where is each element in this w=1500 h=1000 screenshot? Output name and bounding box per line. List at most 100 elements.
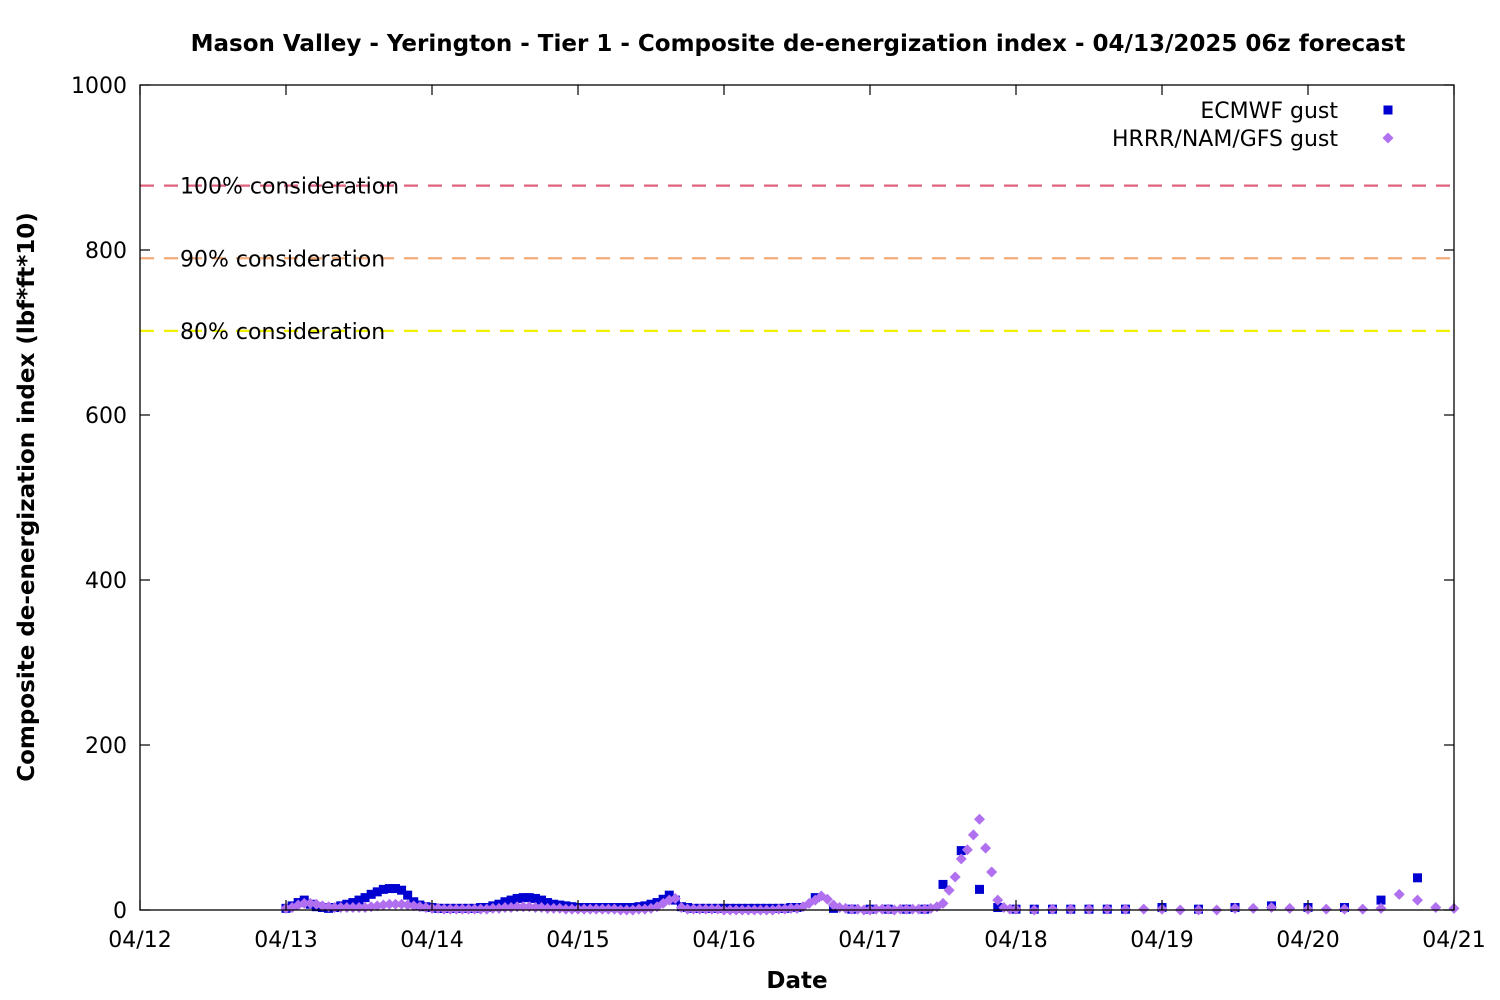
y-axis-label: Composite de-energization index (lbf*ft*… <box>14 212 40 782</box>
data-point-diamond <box>1120 903 1131 915</box>
data-point-diamond <box>590 903 602 915</box>
data-point-diamond <box>943 884 955 896</box>
threshold-label: 100% consideration <box>180 175 399 200</box>
y-tick-label: 0 <box>113 899 127 924</box>
data-point-square <box>938 879 948 889</box>
chart-title: Mason Valley - Yerington - Tier 1 - Comp… <box>191 31 1406 57</box>
data-point-diamond <box>450 903 462 915</box>
data-point-diamond <box>1393 888 1405 900</box>
data-point-diamond <box>821 893 833 905</box>
data-point-diamond <box>785 902 797 914</box>
data-point-diamond <box>1375 902 1387 914</box>
data-point-square <box>360 893 370 903</box>
data-point-diamond <box>870 903 882 915</box>
data-point-diamond <box>444 903 456 915</box>
data-point-square <box>518 893 528 903</box>
threshold-label: 80% consideration <box>180 320 385 345</box>
x-tick-label: 04/12 <box>108 928 171 953</box>
data-point-diamond <box>548 902 560 914</box>
x-tick-label: 04/18 <box>984 928 1047 953</box>
data-point-diamond <box>974 813 985 825</box>
data-point-diamond <box>967 829 979 841</box>
plot-frame <box>139 84 1455 911</box>
series-ecmwf <box>281 846 1422 914</box>
data-point-diamond <box>469 903 481 915</box>
data-point-diamond <box>566 903 578 915</box>
x-tick-label: 04/19 <box>1130 928 1193 953</box>
data-point-diamond <box>986 866 998 878</box>
data-point-diamond <box>1004 903 1016 915</box>
legend-entry-label: ECMWF gust <box>1200 99 1338 124</box>
axis-ticks: 0 200 400 600 800 1000 04/12 04/13 04/14 04/15 04/… <box>71 74 1486 953</box>
data-point-square <box>993 903 1003 913</box>
data-point-diamond <box>955 853 967 865</box>
data-point-diamond <box>1247 902 1259 914</box>
legend-entry-label: HRRR/NAM/GFS gust <box>1112 127 1338 152</box>
data-point-diamond <box>298 897 310 909</box>
data-point-diamond <box>1229 902 1241 914</box>
data-point-diamond <box>475 903 487 915</box>
data-point-diamond <box>456 903 468 915</box>
data-point-diamond <box>694 903 706 915</box>
x-axis-label: Date <box>766 968 827 994</box>
data-point-diamond <box>1083 903 1095 915</box>
data-point-diamond <box>980 842 992 854</box>
data-point-diamond <box>596 903 608 915</box>
data-point-diamond <box>1412 894 1423 906</box>
data-point-square <box>372 887 382 897</box>
data-point-square <box>512 893 522 903</box>
data-point-diamond <box>487 902 499 914</box>
x-tick-label: 04/15 <box>546 928 609 953</box>
data-point-diamond <box>1065 903 1077 915</box>
data-point-diamond <box>542 902 554 914</box>
x-tick-label: 04/17 <box>838 928 901 953</box>
x-tick-label: 04/21 <box>1422 928 1485 953</box>
x-tick-label: 04/16 <box>692 928 755 953</box>
data-point-diamond <box>773 903 785 915</box>
y-tick-label: 400 <box>85 569 127 594</box>
data-point-diamond <box>1284 902 1296 914</box>
legend-marker-diamond <box>1382 132 1394 144</box>
data-point-diamond <box>682 903 693 915</box>
data-point-diamond <box>992 894 1004 906</box>
data-point-square <box>956 846 966 856</box>
data-point-square <box>378 884 388 894</box>
data-point-diamond <box>937 897 949 909</box>
data-point-diamond <box>602 903 614 915</box>
data-point-diamond <box>1101 903 1113 915</box>
data-point-diamond <box>688 903 700 915</box>
data-point-square <box>366 889 376 899</box>
y-tick-label: 800 <box>85 239 127 264</box>
threshold-labels: 100% consideration 90% consideration 80% c… <box>180 175 399 345</box>
data-point-diamond <box>961 844 973 856</box>
y-tick-label: 1000 <box>71 74 127 99</box>
data-point-diamond <box>669 892 681 904</box>
y-tick-label: 200 <box>85 734 127 759</box>
threshold-lines <box>140 184 1454 332</box>
data-point-diamond <box>1320 903 1332 915</box>
x-tick-label: 04/20 <box>1276 928 1339 953</box>
data-point-diamond <box>560 903 572 915</box>
data-point-diamond <box>1430 902 1442 914</box>
data-point-square <box>500 897 510 907</box>
legend: ECMWF gust HRRR/NAM/GFS gust <box>1112 99 1394 152</box>
data-point-diamond <box>578 903 590 915</box>
data-point-diamond <box>633 903 645 915</box>
data-point-diamond <box>700 903 712 915</box>
data-point-diamond <box>901 903 912 915</box>
data-point-diamond <box>876 903 888 915</box>
data-point-diamond <box>907 903 919 915</box>
data-point-diamond <box>1047 903 1058 915</box>
data-point-diamond <box>1339 903 1350 915</box>
data-point-square <box>391 884 400 894</box>
data-point-diamond <box>383 898 395 910</box>
x-tick-label: 04/14 <box>400 928 463 953</box>
data-point-square <box>354 895 364 905</box>
y-tick-label: 600 <box>85 404 127 429</box>
data-point-diamond <box>463 903 474 915</box>
data-point-diamond <box>438 903 450 915</box>
data-point-diamond <box>706 903 718 915</box>
x-tick-label: 04/13 <box>254 928 317 953</box>
